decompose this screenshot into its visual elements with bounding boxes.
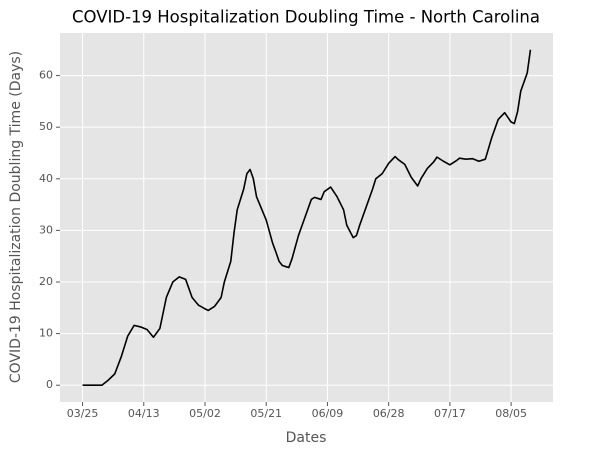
- x-tick-label: 06/09: [312, 407, 344, 420]
- x-tick-label: 06/28: [373, 407, 405, 420]
- marks: [82, 49, 532, 387]
- x-tick-label: 08/05: [495, 407, 527, 420]
- y-axis-label: COVID-19 Hospitalization Doubling Time (…: [8, 51, 24, 383]
- y-tick-label: 10: [39, 327, 53, 340]
- y-tick-label: 60: [39, 69, 53, 82]
- y-tick-label: 30: [39, 223, 53, 236]
- x-tick-label: 05/02: [189, 407, 221, 420]
- y-tick-label: 20: [39, 275, 53, 288]
- plot-area: [60, 33, 553, 402]
- grid: [60, 33, 553, 402]
- x-tick-label: 04/13: [128, 407, 160, 420]
- x-axis-label: Dates: [286, 430, 327, 446]
- x-tick-label: 07/17: [434, 407, 466, 420]
- y-tick-label: 40: [39, 172, 53, 185]
- y-tick-label: 0: [46, 378, 53, 391]
- x-tick-label: 03/25: [67, 407, 99, 420]
- y-tick-label: 50: [39, 120, 53, 133]
- chart-title: COVID-19 Hospitalization Doubling Time -…: [72, 8, 540, 27]
- x-tick-label: 05/21: [250, 407, 282, 420]
- data-line: [82, 49, 532, 387]
